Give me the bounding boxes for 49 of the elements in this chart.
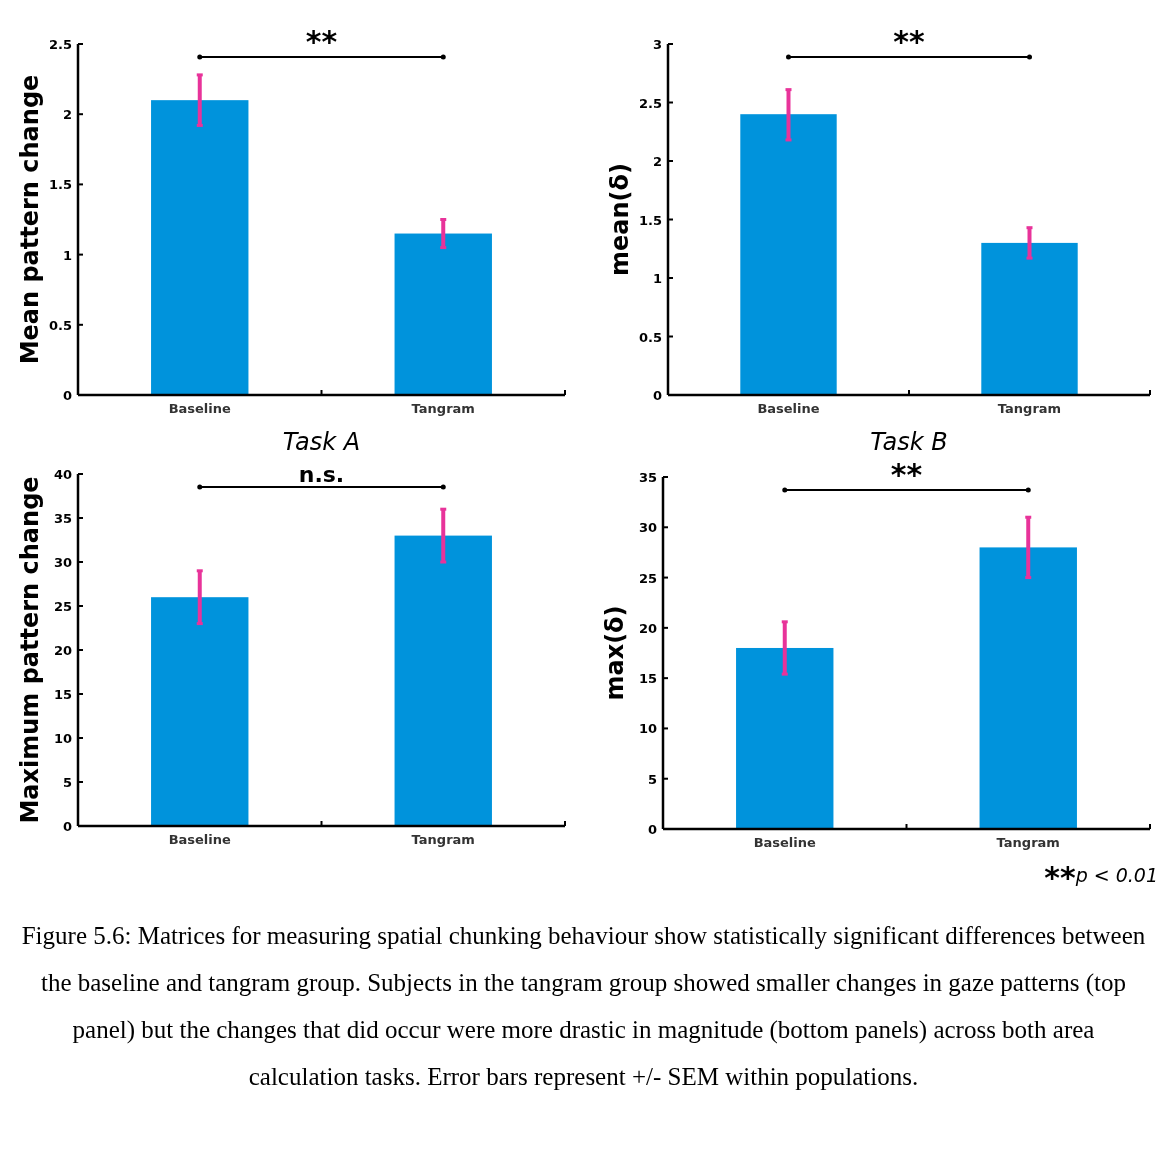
x-tick-label: Baseline <box>757 401 820 416</box>
y-tick-label: 0 <box>647 822 657 837</box>
y-tick-label: 0 <box>62 819 72 834</box>
y-tick-label: 20 <box>638 620 657 636</box>
y-tick-label: 1.5 <box>48 177 72 193</box>
y-tick-label: 5 <box>62 775 72 790</box>
x-tick-label: Tangram <box>996 835 1060 850</box>
y-tick-label: 25 <box>638 570 657 586</box>
y-tick-label: 5 <box>647 771 657 787</box>
y-axis-title: Maximum pattern change <box>16 476 44 824</box>
y-tick-label: 2.5 <box>48 37 72 52</box>
caption: Figure 5.6: Matrices for measuring spatial chunking behaviour show statistically significant differences between the baseline and tangram group. Subjects in the tangram group showed smaller changes in gaze patterns (top panel) but the changes that did occur were more drastic in magnitude (bottom panels) across both area calculation tasks. Error bars represent +/- SEM within populations. <box>20 921 1147 1092</box>
y-tick-label: 2 <box>62 107 72 123</box>
y-tick-label: 35 <box>638 470 657 485</box>
y-tick-label: 20 <box>53 643 72 658</box>
y-tick-label: 2 <box>652 154 662 169</box>
y-tick-label: 1 <box>62 247 72 263</box>
y-axis-title: mean(δ) <box>606 163 634 276</box>
y-tick-label: 2.5 <box>638 95 662 111</box>
x-tick-label: Baseline <box>753 835 817 850</box>
annotation: ** <box>893 24 925 59</box>
y-tick-label: 0 <box>62 388 72 403</box>
x-axis-title: Task B <box>870 428 948 456</box>
y-tick-label: 3 <box>652 37 662 52</box>
y-tick-label: 0.5 <box>48 317 72 333</box>
y-tick-label: 30 <box>53 555 72 570</box>
y-tick-label: 0 <box>652 388 662 403</box>
y-tick-label: 1 <box>652 271 662 286</box>
x-tick-label: Tangram <box>997 401 1062 416</box>
x-tick-label: Tangram <box>411 832 475 847</box>
y-tick-label: 40 <box>53 467 72 482</box>
x-tick-label: Tangram <box>411 401 475 416</box>
y-tick-label: 10 <box>53 731 72 746</box>
y-tick-label: 1.5 <box>638 212 662 228</box>
y-tick-label: 15 <box>53 687 72 702</box>
x-tick-label: Baseline <box>168 401 232 416</box>
annotation: ** <box>890 457 923 492</box>
annotation: n.s. <box>298 462 345 487</box>
y-tick-label: 15 <box>638 671 657 687</box>
y-tick-label: 30 <box>638 520 657 536</box>
x-axis-title: Task A <box>282 428 361 456</box>
y-tick-label: 25 <box>53 599 72 614</box>
y-axis-title: max(δ) <box>601 605 629 701</box>
y-tick-label: 0.5 <box>638 329 662 345</box>
y-tick-label: 35 <box>53 511 72 526</box>
x-tick-label: Baseline <box>168 832 232 847</box>
y-axis-title: Mean pattern change <box>16 74 44 365</box>
annotation: ** <box>305 24 338 59</box>
y-tick-label: 10 <box>638 721 657 737</box>
